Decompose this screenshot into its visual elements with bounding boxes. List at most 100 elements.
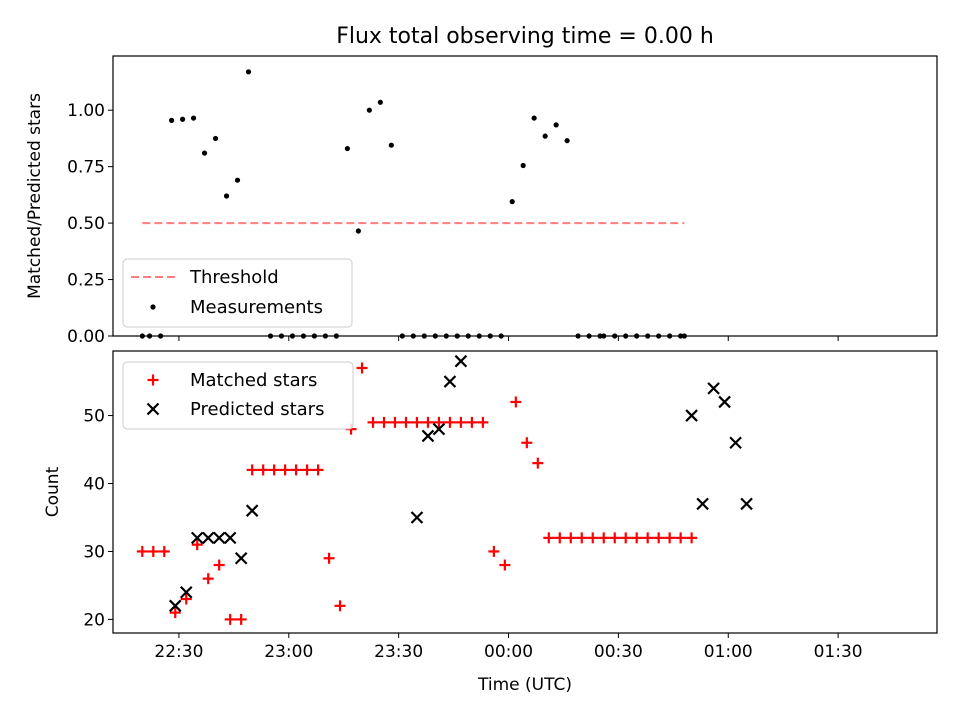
measurement-point	[179, 116, 186, 122]
predicted-star-marker-b	[234, 551, 248, 565]
legend-threshold-label: Threshold	[189, 267, 279, 288]
predicted-star-marker	[421, 429, 435, 443]
matched-star-marker	[477, 416, 489, 428]
matched-star-marker	[587, 532, 599, 544]
measurement-point	[223, 193, 230, 199]
matched-star-marker	[576, 532, 588, 544]
matched-star-marker	[620, 532, 632, 544]
matched-star-markers	[136, 362, 698, 625]
matched-star-marker	[411, 416, 423, 428]
predicted-star-marker-b	[223, 531, 237, 545]
matched-star-marker	[180, 593, 192, 605]
matched-star-marker	[323, 552, 335, 564]
predicted-star-marker	[234, 551, 248, 565]
legend-predicted-marker-b	[146, 402, 160, 416]
predicted-star-marker	[223, 531, 237, 545]
legend-measurement-swatch	[150, 304, 156, 310]
predicted-star-marker	[410, 511, 424, 524]
bottom-y-tick-label: 30	[83, 542, 105, 562]
bottom-x-ticks: 22:30 23:00 23:30 00:00 00:30 01:00 01:30	[154, 633, 863, 662]
predicted-star-marker-b	[201, 531, 215, 545]
matched-star-marker	[301, 464, 313, 476]
matched-star-marker	[499, 559, 511, 571]
predicted-star-marker	[168, 599, 182, 613]
top-y-tick-label: 0.75	[67, 158, 105, 178]
matched-star-marker	[664, 532, 676, 544]
measurement-point	[377, 99, 383, 105]
measurement-point	[564, 138, 570, 144]
predicted-star-marker	[212, 531, 226, 545]
ratio-panel: Flux total observing time = 0.00 h Match…	[25, 24, 938, 347]
predicted-star-marker-b	[410, 511, 424, 524]
predicted-star-marker-b	[168, 599, 182, 613]
predicted-star-marker	[201, 531, 215, 545]
measurement-point	[520, 162, 526, 169]
predicted-star-marker-b	[685, 409, 698, 422]
matched-star-marker	[400, 416, 412, 428]
matched-star-marker	[290, 464, 302, 476]
matched-star-marker	[444, 416, 456, 428]
top-y-axis-label: Matched/Predicted stars	[25, 93, 45, 299]
legend-matched-label: Matched stars	[190, 370, 317, 391]
predicted-star-marker	[245, 504, 259, 517]
predicted-star-marker	[179, 585, 193, 599]
bottom-axes-frame	[112, 350, 938, 634]
predicted-star-marker-b	[454, 354, 468, 368]
bottom-x-tick-label: 01:00	[704, 642, 753, 662]
predicted-star-marker-b	[432, 422, 446, 436]
x-axis-label: Time (UTC)	[477, 675, 572, 695]
measurement-point	[212, 135, 219, 142]
matched-star-marker	[235, 613, 247, 625]
bottom-y-tick-label: 50	[83, 407, 105, 427]
predicted-star-marker-b	[190, 531, 204, 545]
measurement-point	[366, 107, 372, 113]
predicted-star-marker	[685, 409, 698, 422]
matched-star-marker	[488, 545, 500, 557]
matched-star-marker	[257, 464, 269, 476]
top-y-tick-label: 1.00	[67, 101, 105, 121]
matched-star-marker	[169, 607, 181, 619]
bottom-x-tick-label: 23:30	[374, 642, 423, 662]
predicted-star-marker	[729, 436, 742, 450]
predicted-star-marker-b	[212, 531, 226, 545]
bottom-y-tick-label: 20	[83, 610, 105, 630]
matched-star-marker	[224, 613, 236, 625]
bottom-x-tick-label: 23:00	[264, 642, 313, 662]
matched-star-marker	[466, 416, 478, 428]
matched-star-marker	[213, 559, 225, 571]
matched-star-marker	[598, 532, 610, 544]
legend-measurement-label: Measurements	[190, 297, 323, 318]
matched-star-marker	[422, 416, 434, 428]
measurement-point	[355, 228, 361, 234]
matched-star-marker	[554, 532, 566, 544]
matched-star-marker	[158, 545, 170, 557]
predicted-star-marker-b	[696, 497, 709, 511]
predicted-star-marker-b	[718, 395, 731, 409]
predicted-star-marker	[432, 422, 446, 436]
matched-star-marker	[609, 532, 621, 544]
matched-star-marker	[433, 416, 445, 428]
predicted-star-marker	[190, 531, 204, 545]
legend-matched-swatch	[147, 374, 159, 386]
matched-star-marker	[565, 532, 577, 544]
matched-star-marker	[367, 416, 379, 428]
predicted-star-marker-b	[443, 375, 457, 388]
legend-predicted-marker	[146, 402, 160, 416]
bottom-x-tick-label: 01:30	[814, 642, 863, 662]
legend-matched-marker	[147, 374, 159, 386]
measurement-point	[190, 115, 197, 121]
top-legend: Threshold Measurements	[122, 258, 353, 328]
predicted-star-marker	[740, 497, 753, 511]
predicted-star-marker	[443, 375, 457, 388]
matched-star-marker	[686, 532, 698, 544]
matched-star-marker	[191, 539, 203, 551]
matched-star-marker	[631, 532, 643, 544]
matched-star-marker	[202, 573, 214, 585]
measurement-point	[388, 142, 394, 148]
bottom-x-tick-label: 22:30	[154, 642, 203, 662]
chart-title: Flux total observing time = 0.00 h	[336, 24, 714, 49]
matched-star-marker	[147, 545, 159, 557]
measurement-point	[553, 122, 559, 128]
bottom-y-ticks: 20 30 40 50	[83, 407, 113, 630]
